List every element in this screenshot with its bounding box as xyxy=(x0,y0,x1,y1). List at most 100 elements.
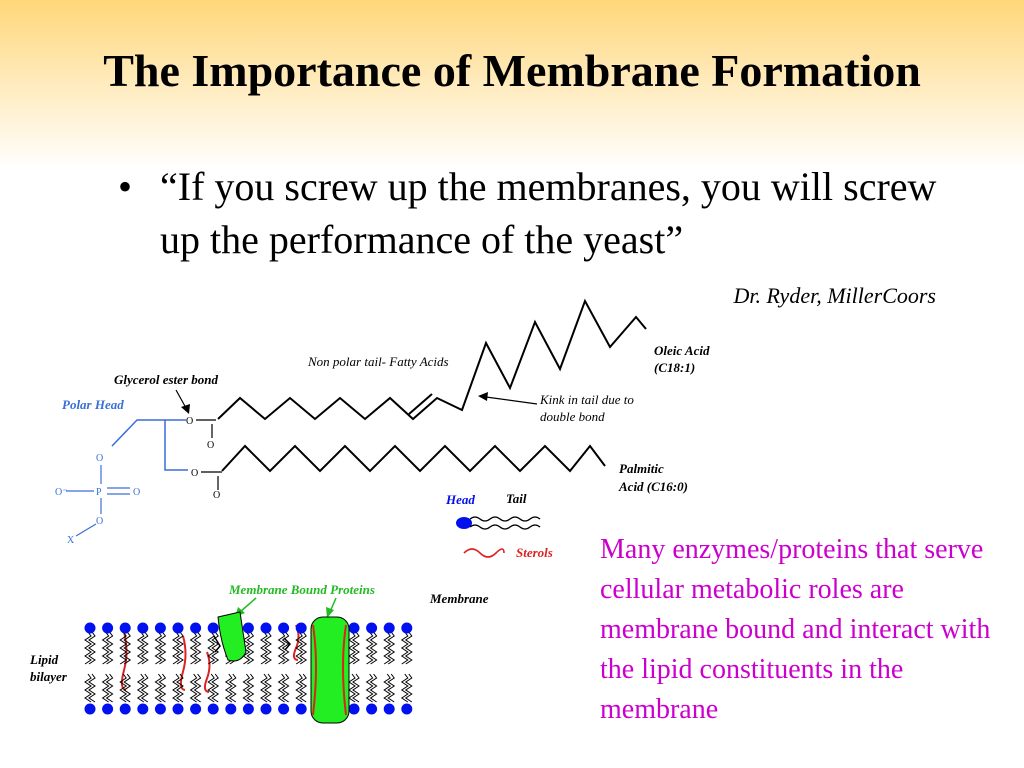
kink-arrow-line xyxy=(485,396,538,405)
lipid-tail-top-b-2 xyxy=(123,631,132,665)
legend-head-icon xyxy=(456,517,472,529)
phosphate-oxygen-minus: O⁻ xyxy=(55,487,68,498)
glycerol-arrow-line xyxy=(175,389,187,409)
lipid-tail-bottom-b-7 xyxy=(211,673,220,703)
lipid-tail-top-b-6 xyxy=(193,631,202,665)
lipid-head-bottom-12 xyxy=(295,703,307,715)
quote-attribution: Dr. Ryder, MillerCoors xyxy=(733,283,937,308)
lipid-tail-top-b-4 xyxy=(158,631,167,665)
lipid-head-top-6 xyxy=(190,622,202,634)
lipid-head-bottom-11 xyxy=(278,703,290,715)
lipid-tail-top-a-5 xyxy=(172,631,180,665)
lipid-head-bottom-1 xyxy=(102,703,114,715)
lipid-tail-bottom-b-9 xyxy=(246,673,255,703)
lipid-tail-top-a-11 xyxy=(277,631,286,665)
lipid-tail-top-b-1 xyxy=(105,631,114,665)
lipid-tail-bottom-a-9 xyxy=(242,673,251,703)
lipid-head-bottom-5 xyxy=(172,703,184,715)
legend-head-label: Head xyxy=(445,492,475,507)
lipid-tail-bottom-a-10 xyxy=(260,673,268,703)
lipid-tail-bottom-b-18 xyxy=(404,673,413,703)
polar-head-label: Polar Head xyxy=(62,397,124,412)
lipid-tail-top-b-15 xyxy=(352,631,360,665)
lipid-head-top-18 xyxy=(401,622,413,634)
title-background xyxy=(0,0,1024,170)
lipid-tail-top-a-16 xyxy=(365,631,374,665)
x-bond xyxy=(75,523,97,537)
kink-label-line1: Kink in tail due to xyxy=(539,392,634,407)
lipid-tail-bottom-b-17 xyxy=(387,673,396,703)
sterol-2 xyxy=(203,651,211,693)
lipid-head-top-2 xyxy=(119,622,131,634)
lipid-head-bottom-6 xyxy=(190,703,202,715)
lipid-tail-bottom-a-12 xyxy=(295,673,304,703)
lipid-tail-top-a-12 xyxy=(295,631,304,665)
membrane-bound-proteins-label: Membrane Bound Proteins xyxy=(228,582,375,597)
lipid-tail-bottom-b-5 xyxy=(176,673,184,703)
lipid-tail-top-a-10 xyxy=(260,631,268,665)
phosphate-oxygen-top: O xyxy=(96,453,103,464)
lipid-tail-top-b-3 xyxy=(140,631,149,665)
lipid-tail-bottom-b-16 xyxy=(369,673,378,703)
protein-arrow-left xyxy=(239,597,257,613)
legend-sterol-icon xyxy=(463,548,505,558)
x-group: X xyxy=(67,535,75,546)
lipid-tail-bottom-b-0 xyxy=(88,673,96,703)
lipid-tail-bottom-a-17 xyxy=(383,673,392,703)
lipid-tail-bottom-a-6 xyxy=(189,673,198,703)
lipid-head-bottom-18 xyxy=(401,703,413,715)
lipid-tail-bottom-b-3 xyxy=(140,673,149,703)
lipid-tail-bottom-a-16 xyxy=(365,673,374,703)
lipid-tail-top-a-1 xyxy=(101,631,110,665)
lipid-tail-top-b-7 xyxy=(211,631,220,665)
double-bond-line xyxy=(408,393,433,415)
phosphate-oxygen-bottom: O xyxy=(96,516,103,527)
lipid-tail-bottom-a-0 xyxy=(84,673,92,703)
phosphate-oxygen-right: O xyxy=(133,487,140,498)
lipid-tail-bottom-a-18 xyxy=(400,673,409,703)
lipid-tail-top-a-18 xyxy=(400,631,409,665)
lipid-head-bottom-2 xyxy=(119,703,131,715)
lipid-tail-top-b-0 xyxy=(88,631,96,665)
palmitic-acid-chain xyxy=(221,444,606,473)
lipid-tail-bottom-a-11 xyxy=(277,673,286,703)
lipid-tail-bottom-a-4 xyxy=(154,673,163,703)
membrane-label: Membrane xyxy=(429,591,489,606)
lipid-tail-top-b-17 xyxy=(387,631,396,665)
bullet-marker: • xyxy=(118,164,133,209)
legend-sterols-label: Sterols xyxy=(516,545,553,560)
lipid-tail-top-b-12 xyxy=(299,631,308,665)
lipid-head-top-10 xyxy=(260,622,272,634)
lipid-tail-top-a-2 xyxy=(119,631,128,665)
legend-tail-label: Tail xyxy=(506,491,527,506)
ester-oxygen-1: O xyxy=(186,416,193,427)
lipid-tail-bottom-b-4 xyxy=(158,673,167,703)
lipid-head-bottom-0 xyxy=(84,703,96,715)
palmitic-acid-label: Palmitic xyxy=(619,461,664,476)
lipid-tail-bottom-a-1 xyxy=(101,673,110,703)
lipid-head-top-7 xyxy=(207,622,219,634)
oleic-acid-label: Oleic Acid xyxy=(654,343,710,358)
lipid-head-bottom-3 xyxy=(137,703,149,715)
kink-label-line2: double bond xyxy=(540,409,605,424)
kink-arrow-head xyxy=(478,392,488,401)
lipid-head-top-11 xyxy=(278,622,290,634)
nonpolar-tail-label: Non polar tail- Fatty Acids xyxy=(307,354,449,369)
lipid-head-top-17 xyxy=(383,622,395,634)
lipid-head-bottom-15 xyxy=(348,703,360,715)
lipid-tail-top-a-6 xyxy=(189,631,198,665)
lipid-tail-bottom-b-1 xyxy=(105,673,114,703)
lipid-tail-top-b-9 xyxy=(246,631,255,665)
lipid-head-top-0 xyxy=(84,622,96,634)
protein-anchor-2 xyxy=(283,637,292,651)
sterol-1 xyxy=(179,635,187,691)
lipid-tail-bottom-b-2 xyxy=(123,673,132,703)
lipid-head-bottom-10 xyxy=(260,703,272,715)
lipid-head-top-12 xyxy=(295,622,307,634)
lipid-tail-top-a-0 xyxy=(84,631,92,665)
lipid-tail-bottom-b-6 xyxy=(193,673,202,703)
lipid-tail-bottom-a-7 xyxy=(207,673,216,703)
protein-anchor xyxy=(213,635,221,653)
lipid-tail-bottom-a-5 xyxy=(172,673,180,703)
legend-tail-icon xyxy=(469,516,541,530)
